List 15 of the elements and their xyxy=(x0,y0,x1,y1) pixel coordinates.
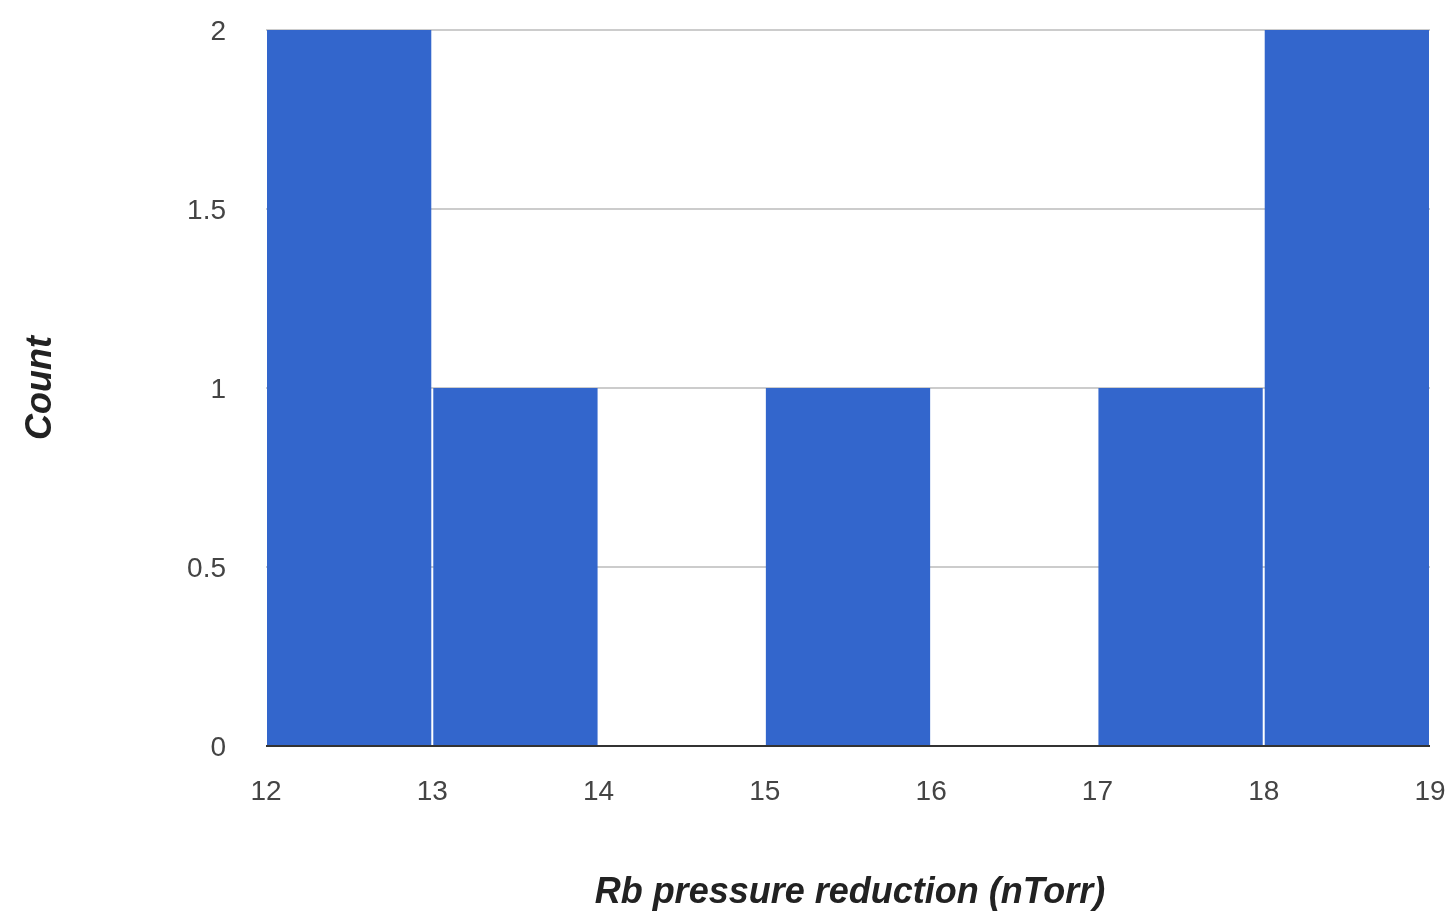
y-tick-label: 0 xyxy=(210,730,226,762)
y-axis-title: Count xyxy=(17,334,59,440)
x-tick-label: 18 xyxy=(1248,774,1280,806)
x-tick-label: 13 xyxy=(416,774,448,806)
y-tick-label: 0.5 xyxy=(187,551,226,583)
y-tick-label: 1.5 xyxy=(187,193,226,225)
y-tick-label: 1 xyxy=(210,372,226,404)
x-tick-label: 17 xyxy=(1081,774,1114,806)
x-tick-label: 15 xyxy=(749,774,781,806)
y-tick-label: 2 xyxy=(210,14,226,46)
x-tick-label: 12 xyxy=(250,774,282,806)
x-tick-label: 19 xyxy=(1414,774,1446,806)
x-tick-label: 14 xyxy=(582,774,615,806)
x-axis-title: Rb pressure reduction (nTorr) xyxy=(594,869,1106,911)
x-tick-label: 16 xyxy=(915,774,947,806)
